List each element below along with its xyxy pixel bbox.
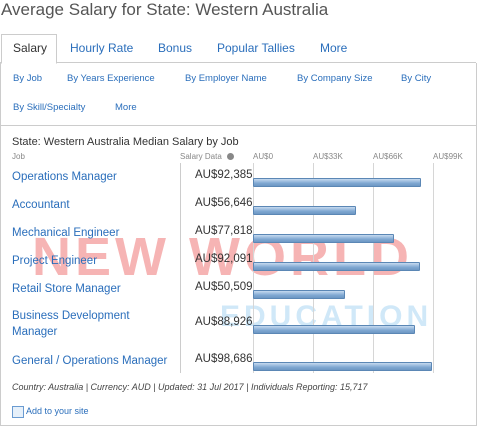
grid-line xyxy=(433,163,434,373)
category-label[interactable]: Business Development Manager xyxy=(12,310,130,338)
value-label: AU$98,686 xyxy=(195,353,253,365)
column-header: Job xyxy=(12,152,25,161)
bar xyxy=(253,362,433,371)
subtab[interactable]: By Years Experience xyxy=(67,73,155,84)
subtab[interactable]: By Company Size xyxy=(297,73,373,84)
bar xyxy=(253,262,421,271)
x-tick-label: AU$0 xyxy=(253,152,274,161)
value-label: AU$77,818 xyxy=(195,225,253,237)
tab[interactable]: More xyxy=(320,41,348,55)
bar xyxy=(253,178,421,187)
category-label[interactable]: Mechanical Engineer xyxy=(12,227,120,239)
tab[interactable]: Salary xyxy=(13,41,48,55)
category-label[interactable]: Accountant xyxy=(12,199,70,211)
value-label: AU$92,091 xyxy=(195,253,253,265)
subtab[interactable]: By City xyxy=(401,73,432,84)
value-label: AU$88,926 xyxy=(195,316,253,328)
x-tick-label: AU$99K xyxy=(433,152,463,161)
subtab[interactable]: By Employer Name xyxy=(185,73,267,84)
add-icon[interactable] xyxy=(12,406,24,418)
subtab[interactable]: By Skill/Specialty xyxy=(13,102,86,113)
add-link[interactable]: Add to your site xyxy=(26,406,89,416)
category-label[interactable]: General / Operations Manager xyxy=(12,355,168,367)
subtab[interactable]: More xyxy=(115,102,137,113)
x-tick-label: AU$66K xyxy=(373,152,403,161)
chart-title: State: Western Australia Median Salary b… xyxy=(12,136,239,148)
tab[interactable]: Bonus xyxy=(158,41,193,55)
category-label[interactable]: Operations Manager xyxy=(12,171,117,183)
value-label: AU$50,509 xyxy=(195,281,253,293)
active-tab xyxy=(1,34,57,64)
column-header: Salary Data xyxy=(180,152,222,161)
category-label[interactable]: Retail Store Manager xyxy=(12,283,121,295)
footer-note: Country: Australia | Currency: AUD | Upd… xyxy=(12,382,368,392)
page-title: Average Salary for State: Western Austra… xyxy=(1,0,329,19)
value-label: AU$56,646 xyxy=(195,197,253,209)
bar xyxy=(253,325,415,334)
bar xyxy=(253,206,356,215)
value-label: AU$92,385 xyxy=(195,169,253,181)
x-tick-label: AU$33K xyxy=(313,152,343,161)
bar xyxy=(253,290,345,299)
tab[interactable]: Popular Tallies xyxy=(217,41,295,55)
info-icon[interactable] xyxy=(227,153,234,160)
tab-bar xyxy=(0,34,476,63)
subtab[interactable]: By Job xyxy=(13,73,43,84)
category-label[interactable]: Project Engineer xyxy=(12,255,98,267)
bar xyxy=(253,234,395,243)
column-divider xyxy=(180,163,181,373)
tab[interactable]: Hourly Rate xyxy=(70,41,134,55)
